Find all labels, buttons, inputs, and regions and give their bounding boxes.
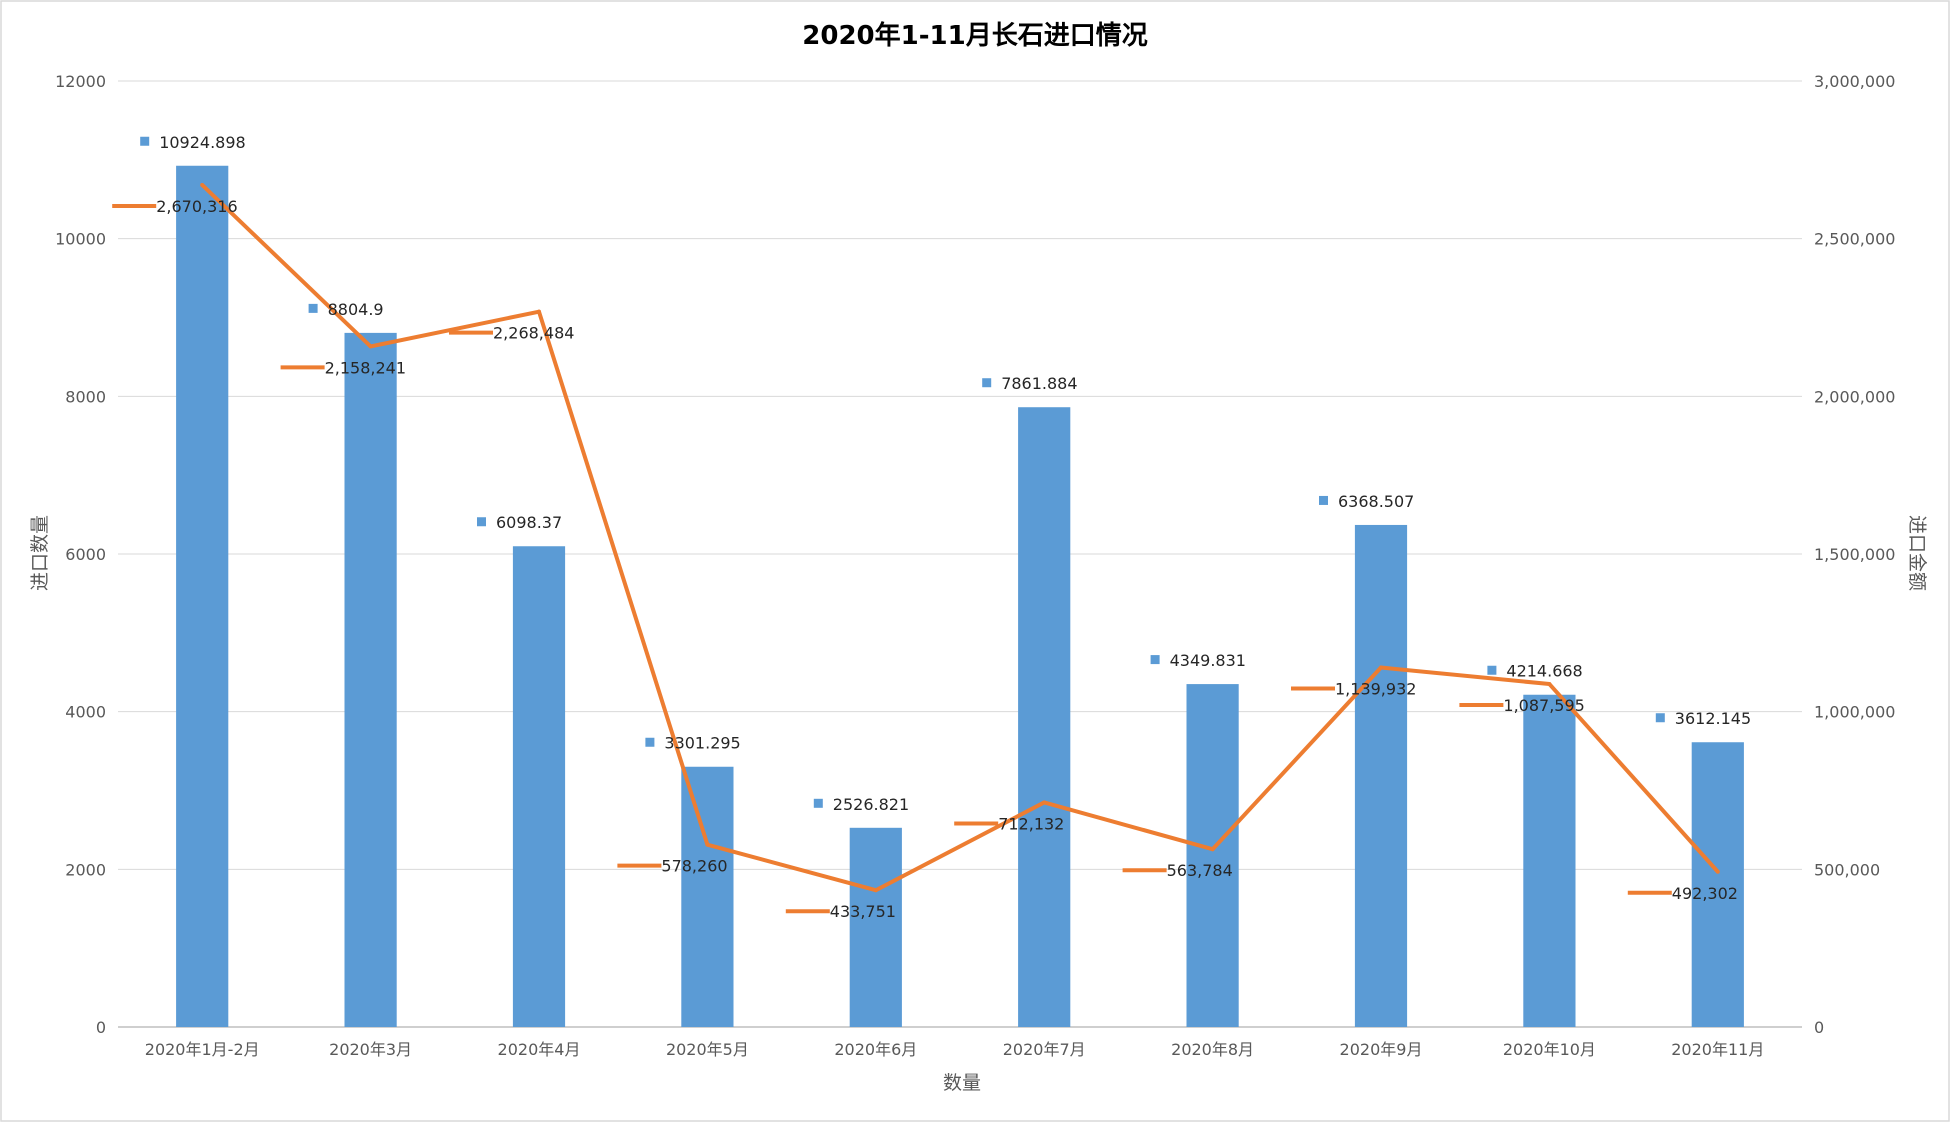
x-tick-label: 2020年9月 <box>1340 1040 1423 1059</box>
bar-data-label: 2526.821 <box>833 795 909 814</box>
bar-label-key <box>1150 655 1160 665</box>
y-tick-label: 8000 <box>65 387 106 406</box>
x-tick-label: 2020年11月 <box>1671 1040 1764 1059</box>
bar-label-key <box>1487 665 1497 675</box>
bar-data-label: 6368.507 <box>1338 492 1414 511</box>
x-tick-label: 2020年3月 <box>329 1040 412 1059</box>
bar-data-label: 3301.295 <box>664 734 740 753</box>
bar-data-label: 10924.898 <box>159 133 246 152</box>
bar-data-label: 6098.37 <box>496 513 562 532</box>
y-axis-title: 进口数量 <box>29 515 51 591</box>
line-data-label: 563,784 <box>1167 861 1233 880</box>
x-tick-label: 2020年6月 <box>834 1040 917 1059</box>
gridlines <box>118 80 1802 1028</box>
bar <box>681 766 734 1027</box>
bar <box>849 827 902 1027</box>
line-data-label: 1,139,932 <box>1335 680 1416 699</box>
line-point <box>368 344 373 349</box>
bar <box>1186 684 1239 1027</box>
bar-series <box>176 165 1744 1028</box>
x-axis-categories: 2020年1月-2月 2020年3月 2020年4月 2020年5月 2020年6月 20… <box>145 1040 1765 1059</box>
line-point <box>1547 682 1552 687</box>
bar-label-key <box>1655 713 1665 723</box>
y-tick-label: 6000 <box>65 545 106 564</box>
y-axis-ticks: 0 2000 4000 6000 8000 10000 12000 <box>55 72 106 1037</box>
y2-tick-label: 2,500,000 <box>1814 230 1895 249</box>
bar <box>1018 407 1071 1028</box>
x-tick-label: 2020年1月-2月 <box>145 1040 260 1059</box>
y2-tick-label: 0 <box>1814 1018 1824 1037</box>
bar <box>1354 524 1408 1027</box>
y-tick-label: 12000 <box>55 72 106 91</box>
bar-data-label: 8804.9 <box>328 300 384 319</box>
x-tick-label: 2020年8月 <box>1171 1040 1254 1059</box>
line-point <box>873 888 878 893</box>
y2-tick-label: 3,000,000 <box>1814 72 1895 91</box>
y2-tick-label: 2,000,000 <box>1814 387 1895 406</box>
chart-title: 2020年1-11月长石进口情况 <box>802 20 1147 51</box>
line-data-label: 712,132 <box>998 814 1064 833</box>
line-point <box>705 842 710 847</box>
y2-tick-label: 1,000,000 <box>1814 703 1895 722</box>
bar-data-label: 7861.884 <box>1001 374 1077 393</box>
line-point <box>537 309 541 314</box>
bar-label-key <box>813 798 823 808</box>
line-data-label: 1,087,595 <box>1503 696 1584 715</box>
bar-label-key <box>645 737 655 747</box>
data-labels: 10924.898 8804.9 6098.37 3301.295 2526.821 78… <box>112 133 1751 921</box>
bar <box>344 332 397 1027</box>
y-tick-label: 10000 <box>55 230 106 249</box>
line-point <box>1715 869 1720 874</box>
y2-axis-ticks: 0 500,000 1,000,000 1,500,000 2,000,000 2,500… <box>1814 72 1895 1037</box>
y2-axis-title: 进口金额 <box>1906 515 1928 591</box>
line-data-label: 2,670,316 <box>156 197 237 216</box>
x-axis-title: 数量 <box>943 1072 981 1094</box>
bar-label-key <box>982 378 992 388</box>
x-tick-label: 2020年4月 <box>498 1040 581 1059</box>
bar-label-key <box>1319 495 1328 505</box>
line-path <box>200 183 1720 893</box>
y2-tick-label: 1,500,000 <box>1814 545 1895 564</box>
line-data-label: 433,751 <box>830 902 896 921</box>
y-tick-label: 2000 <box>65 860 106 879</box>
bar <box>1523 694 1576 1027</box>
x-tick-label: 2020年7月 <box>1003 1040 1086 1059</box>
line-point <box>1210 847 1215 852</box>
bar-label-key <box>308 303 318 313</box>
bar <box>176 165 229 1027</box>
line-point <box>1042 800 1047 805</box>
bar-data-label: 3612.145 <box>1675 709 1751 728</box>
line-point <box>1379 665 1383 670</box>
line-data-label: 492,302 <box>1672 884 1738 903</box>
x-tick-label: 2020年5月 <box>666 1040 749 1059</box>
x-tick-label: 2020年10月 <box>1503 1040 1596 1059</box>
bar-data-label: 4349.831 <box>1170 651 1246 670</box>
bar <box>1691 742 1744 1027</box>
bar-data-label: 4214.668 <box>1506 662 1582 681</box>
bar <box>512 546 566 1027</box>
line-data-label: 2,158,241 <box>325 358 406 377</box>
y2-tick-label: 500,000 <box>1814 860 1880 879</box>
line-series <box>200 182 1720 893</box>
y-tick-label: 4000 <box>65 703 106 722</box>
bar-label-key <box>140 136 150 146</box>
line-point <box>200 182 205 187</box>
line-data-label: 2,268,484 <box>493 324 574 343</box>
line-data-label: 578,260 <box>661 857 727 876</box>
y-tick-label: 0 <box>96 1018 106 1037</box>
bar-label-key <box>477 517 486 527</box>
